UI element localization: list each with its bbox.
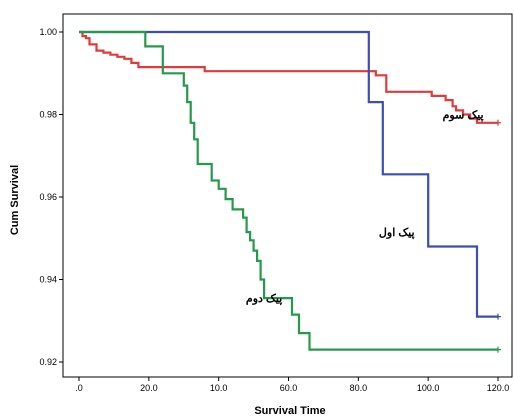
x-tick-label: 120.0 [487, 383, 510, 393]
series-labels: پیک سوم پیک اول پیک دوم [246, 110, 484, 306]
x-tick-label: .0 [75, 383, 83, 393]
y-axis-ticks: 0.92 0.94 0.96 0.98 1.00 [39, 27, 63, 367]
y-tick-label: 0.98 [39, 110, 57, 120]
x-tick-label: 100.0 [417, 383, 440, 393]
series-line-3 [79, 30, 498, 351]
y-tick-label: 0.96 [39, 192, 57, 202]
series-label-1: پیک سوم [443, 110, 484, 122]
series-label-3: پیک دوم [246, 293, 282, 305]
y-tick-label: 0.92 [39, 357, 57, 367]
x-tick-label: 20.0 [140, 383, 158, 393]
y-tick-label: 0.94 [39, 275, 57, 285]
series-line-1 [79, 30, 498, 124]
x-tick-label: 10.0 [210, 383, 228, 393]
x-tick-label: 60.0 [280, 383, 298, 393]
series-line-2 [79, 30, 498, 318]
series-label-2: پیک اول [379, 227, 415, 239]
series-lines [79, 30, 501, 353]
censor-mark [495, 346, 501, 353]
x-tick-label: 80.0 [350, 383, 368, 393]
x-axis-ticks: .0 20.0 10.0 60.0 80.0 100.0 120.0 [75, 377, 509, 393]
x-axis-title: Survival Time [254, 405, 325, 417]
censor-mark [495, 119, 501, 126]
y-tick-label: 1.00 [39, 27, 57, 37]
y-axis-title: Cum Survival [9, 165, 21, 235]
plot-area [62, 13, 513, 378]
censor-mark [495, 313, 501, 320]
